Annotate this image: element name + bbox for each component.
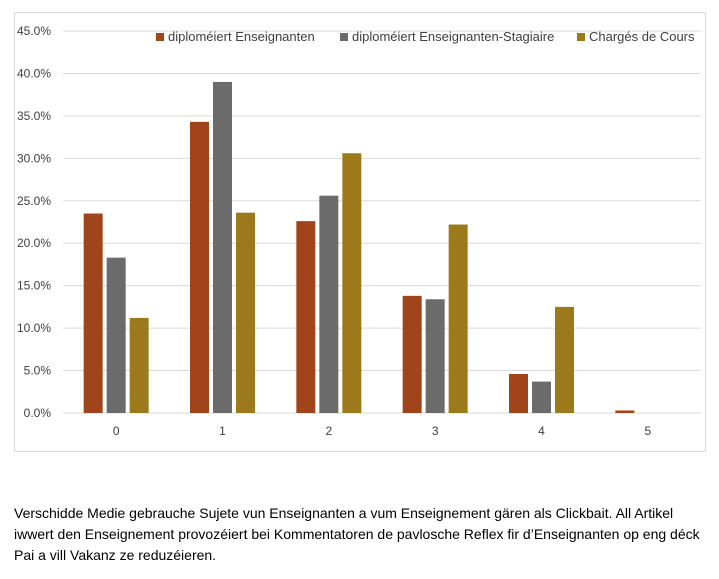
bar-2-series-2 bbox=[342, 153, 362, 414]
y-axis-tick-labels: 0.0% 5.0% 10.0% 15.0% 20.0% 25.0% 30.0% 35.0% 40… bbox=[17, 24, 51, 420]
chart-frame: 0.0% 5.0% 10.0% 15.0% 20.0% 25.0% 30.0% 35.0% 40… bbox=[14, 12, 706, 452]
bar-4-series-1 bbox=[532, 381, 551, 413]
x-tick-label: 5 bbox=[644, 424, 651, 438]
bar-3-series-0 bbox=[402, 295, 422, 413]
bar-2-series-1 bbox=[319, 195, 339, 413]
y-tick-label: 5.0% bbox=[24, 364, 52, 378]
y-tick-label: 10.0% bbox=[17, 321, 51, 335]
legend-label: diploméiert Enseignanten bbox=[168, 29, 315, 44]
y-tick-label: 30.0% bbox=[17, 151, 51, 165]
legend-swatch bbox=[156, 33, 164, 41]
y-tick-label: 40.0% bbox=[17, 66, 51, 80]
y-tick-label: 35.0% bbox=[17, 109, 51, 123]
legend-swatch bbox=[577, 33, 585, 41]
caption-text: Verschidde Medie gebrauche Sujete vun En… bbox=[14, 505, 700, 563]
y-tick-label: 25.0% bbox=[17, 194, 51, 208]
bar-chart: 0.0%5.0%10.0%15.0%20.0%25.0%30.0%35.0%40… bbox=[17, 24, 701, 438]
x-tick-label: 0 bbox=[113, 424, 120, 438]
y-tick-label: 15.0% bbox=[17, 279, 51, 293]
y-tick-label: 45.0% bbox=[17, 24, 51, 38]
bar-1-series-0 bbox=[190, 121, 209, 413]
bar-4-series-2 bbox=[555, 306, 574, 413]
bar-0-series-2 bbox=[129, 317, 149, 413]
x-axis-tick-labels: 0 1 2 3 4 5 bbox=[113, 424, 652, 438]
bar-1-series-2 bbox=[236, 212, 255, 413]
gridlines bbox=[63, 30, 701, 414]
legend-swatch bbox=[340, 33, 348, 41]
bar-1-series-1 bbox=[213, 81, 232, 413]
y-tick-label: 0.0% bbox=[24, 406, 52, 420]
legend: diploméiert Enseignanten diploméiert Ense… bbox=[156, 29, 695, 44]
x-tick-label: 4 bbox=[538, 424, 545, 438]
bar-5-series-0 bbox=[615, 410, 635, 413]
bars bbox=[83, 81, 635, 414]
bar-0-series-1 bbox=[106, 257, 126, 413]
bar-0-series-0 bbox=[83, 213, 103, 413]
x-tick-label: 2 bbox=[325, 424, 332, 438]
legend-label: diploméiert Enseignanten-Stagiaire bbox=[352, 29, 554, 44]
bar-3-series-2 bbox=[448, 224, 468, 413]
legend-label: Chargés de Cours bbox=[589, 29, 695, 44]
x-tick-label: 3 bbox=[432, 424, 439, 438]
bar-3-series-1 bbox=[425, 299, 445, 413]
x-tick-label: 1 bbox=[219, 424, 226, 438]
y-tick-label: 20.0% bbox=[17, 236, 51, 250]
bar-4-series-0 bbox=[509, 373, 528, 413]
bar-2-series-0 bbox=[296, 221, 316, 413]
